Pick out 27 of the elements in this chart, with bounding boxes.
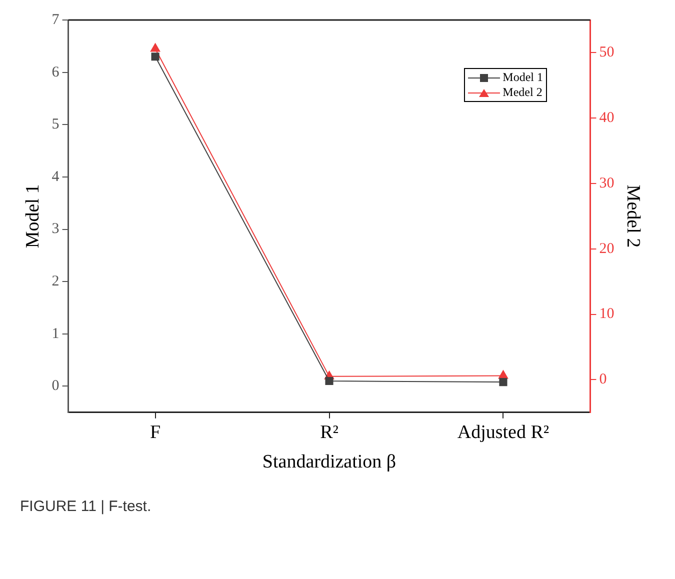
y2-tick-label: 30 [599,175,614,192]
y2-axis-title: Medel 2 [622,184,644,248]
y-axis-title: Model 1 [22,184,44,248]
legend-label: Medel 2 [502,85,542,100]
y2-tick-label: 50 [599,44,614,61]
y-tick-label: 4 [52,168,60,185]
y2-tick-label: 40 [599,110,614,126]
point [325,376,334,386]
y-tick-label: 2 [52,274,60,290]
y2-tick-label: 10 [599,306,614,322]
x-tick-label: R² [320,422,339,443]
y-tick-label: 3 [52,221,60,238]
y-tick-label: 5 [52,116,60,133]
x-axis-title: Standardization β [262,452,396,473]
y2-tick-label: 20 [599,240,614,257]
y-tick-label: 0 [52,378,60,394]
point [499,378,508,386]
x-tick-label: F [150,422,161,443]
legend-label: Model 1 [502,70,543,85]
y-tick-label: 7 [52,12,60,28]
caption: FIGURE 11 | F-test. [20,498,152,515]
point [151,52,160,61]
y-tick-label: 6 [52,64,60,80]
point [150,43,160,52]
y2-tick-label: 0 [599,372,607,388]
x-tick-label: Adjusted R² [457,422,550,443]
y-tick-label: 1 [52,326,60,342]
